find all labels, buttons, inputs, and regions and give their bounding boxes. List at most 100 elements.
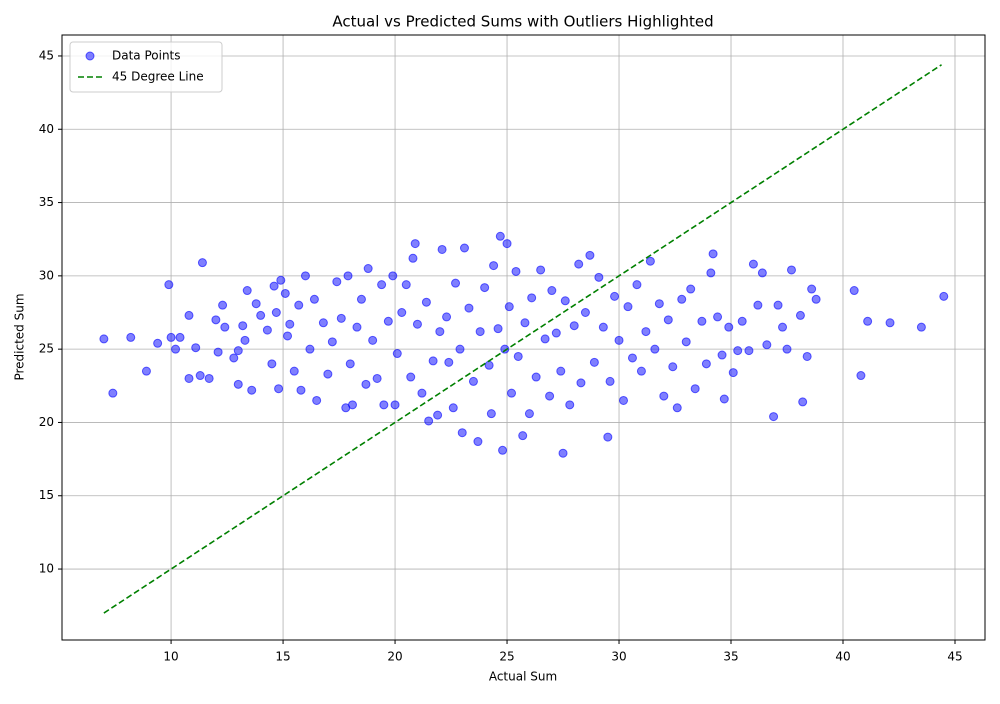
chart-title: Actual vs Predicted Sums with Outliers H… <box>332 13 713 31</box>
data-point <box>489 261 499 271</box>
data-point <box>782 344 792 354</box>
data-point <box>697 316 707 326</box>
data-point <box>108 388 118 398</box>
data-point <box>318 318 328 328</box>
data-point <box>428 356 438 366</box>
data-point <box>191 343 201 353</box>
data-point <box>863 316 873 326</box>
data-point <box>762 340 772 350</box>
data-point <box>289 366 299 376</box>
data-point <box>484 360 494 370</box>
data-point <box>565 400 575 410</box>
y-tick-label: 30 <box>39 268 54 282</box>
data-point <box>433 410 443 420</box>
data-point <box>645 256 655 266</box>
data-point <box>708 249 718 259</box>
data-point <box>379 400 389 410</box>
data-point <box>285 319 295 329</box>
data-point <box>589 357 599 367</box>
data-point <box>184 310 194 320</box>
data-point <box>233 379 243 389</box>
data-point <box>547 286 557 296</box>
x-tick-label: 35 <box>723 650 738 664</box>
data-point <box>99 334 109 344</box>
data-point <box>352 322 362 332</box>
data-point <box>569 321 579 331</box>
data-point <box>744 346 754 356</box>
data-point <box>240 335 250 345</box>
data-point <box>468 376 478 386</box>
data-point <box>197 258 207 268</box>
data-point <box>520 318 530 328</box>
data-point <box>251 299 261 309</box>
data-point <box>576 378 586 388</box>
data-point <box>220 322 230 332</box>
data-point <box>556 366 566 376</box>
data-point <box>668 362 678 372</box>
data-point <box>204 373 214 383</box>
y-tick-label: 20 <box>39 415 54 429</box>
y-tick-label: 45 <box>39 48 54 62</box>
data-point <box>448 403 458 413</box>
data-point <box>195 371 205 381</box>
data-point <box>256 310 266 320</box>
data-point <box>786 265 796 275</box>
data-point <box>141 366 151 376</box>
y-tick-label: 10 <box>39 562 54 576</box>
data-point <box>361 379 371 389</box>
x-tick-label: 30 <box>611 650 626 664</box>
data-point <box>598 322 608 332</box>
data-point <box>356 294 366 304</box>
data-point <box>269 281 279 291</box>
data-point <box>262 325 272 335</box>
data-point <box>388 271 398 281</box>
data-point <box>849 286 859 296</box>
data-point <box>495 231 505 241</box>
data-point <box>280 288 290 298</box>
reference-line <box>103 64 942 614</box>
x-tick-label: 20 <box>387 650 402 664</box>
data-point <box>650 344 660 354</box>
data-point <box>939 291 949 301</box>
data-point <box>171 344 181 354</box>
legend-label: Data Points <box>112 49 181 63</box>
x-tick-label: 10 <box>163 650 178 664</box>
data-point <box>218 300 228 310</box>
data-point <box>435 327 445 337</box>
data-point <box>486 409 496 419</box>
data-point <box>560 296 570 306</box>
data-point <box>283 331 293 341</box>
data-point <box>475 327 485 337</box>
data-point <box>327 337 337 347</box>
data-point <box>211 315 221 325</box>
legend-label: 45 Degree Line <box>112 70 204 84</box>
data-point <box>312 395 322 405</box>
data-point <box>451 278 461 288</box>
data-point <box>511 266 521 276</box>
data-point <box>271 308 281 318</box>
data-point <box>748 259 758 269</box>
data-point <box>368 335 378 345</box>
data-point <box>504 302 514 312</box>
data-point <box>507 388 517 398</box>
data-point <box>347 400 357 410</box>
data-point <box>513 351 523 361</box>
data-point <box>619 395 629 405</box>
data-point <box>737 316 747 326</box>
data-point <box>383 316 393 326</box>
x-tick-label: 15 <box>275 650 290 664</box>
data-point <box>916 322 926 332</box>
data-point <box>363 264 373 274</box>
data-point <box>641 327 651 337</box>
data-point <box>701 359 711 369</box>
data-point <box>672 403 682 413</box>
data-point <box>455 344 465 354</box>
data-point <box>811 294 821 304</box>
data-point <box>397 308 407 318</box>
data-point <box>417 388 427 398</box>
data-point <box>502 239 512 249</box>
data-point <box>518 431 528 441</box>
data-point <box>390 400 400 410</box>
data-point <box>574 259 584 269</box>
